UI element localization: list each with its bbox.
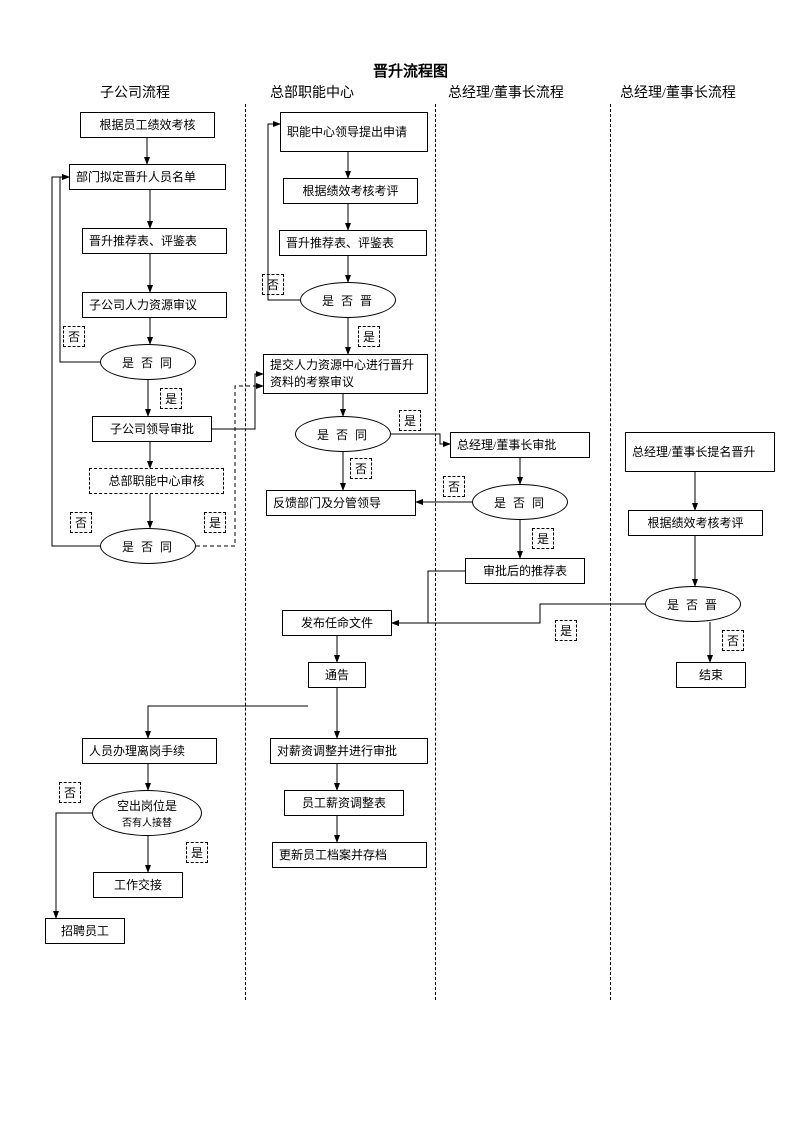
arrows-layer (0, 0, 793, 1122)
flowchart-canvas: 晋升流程图 子公司流程 总部职能中心 总经理/董事长流程 总经理/董事长流程 根… (0, 0, 793, 1122)
